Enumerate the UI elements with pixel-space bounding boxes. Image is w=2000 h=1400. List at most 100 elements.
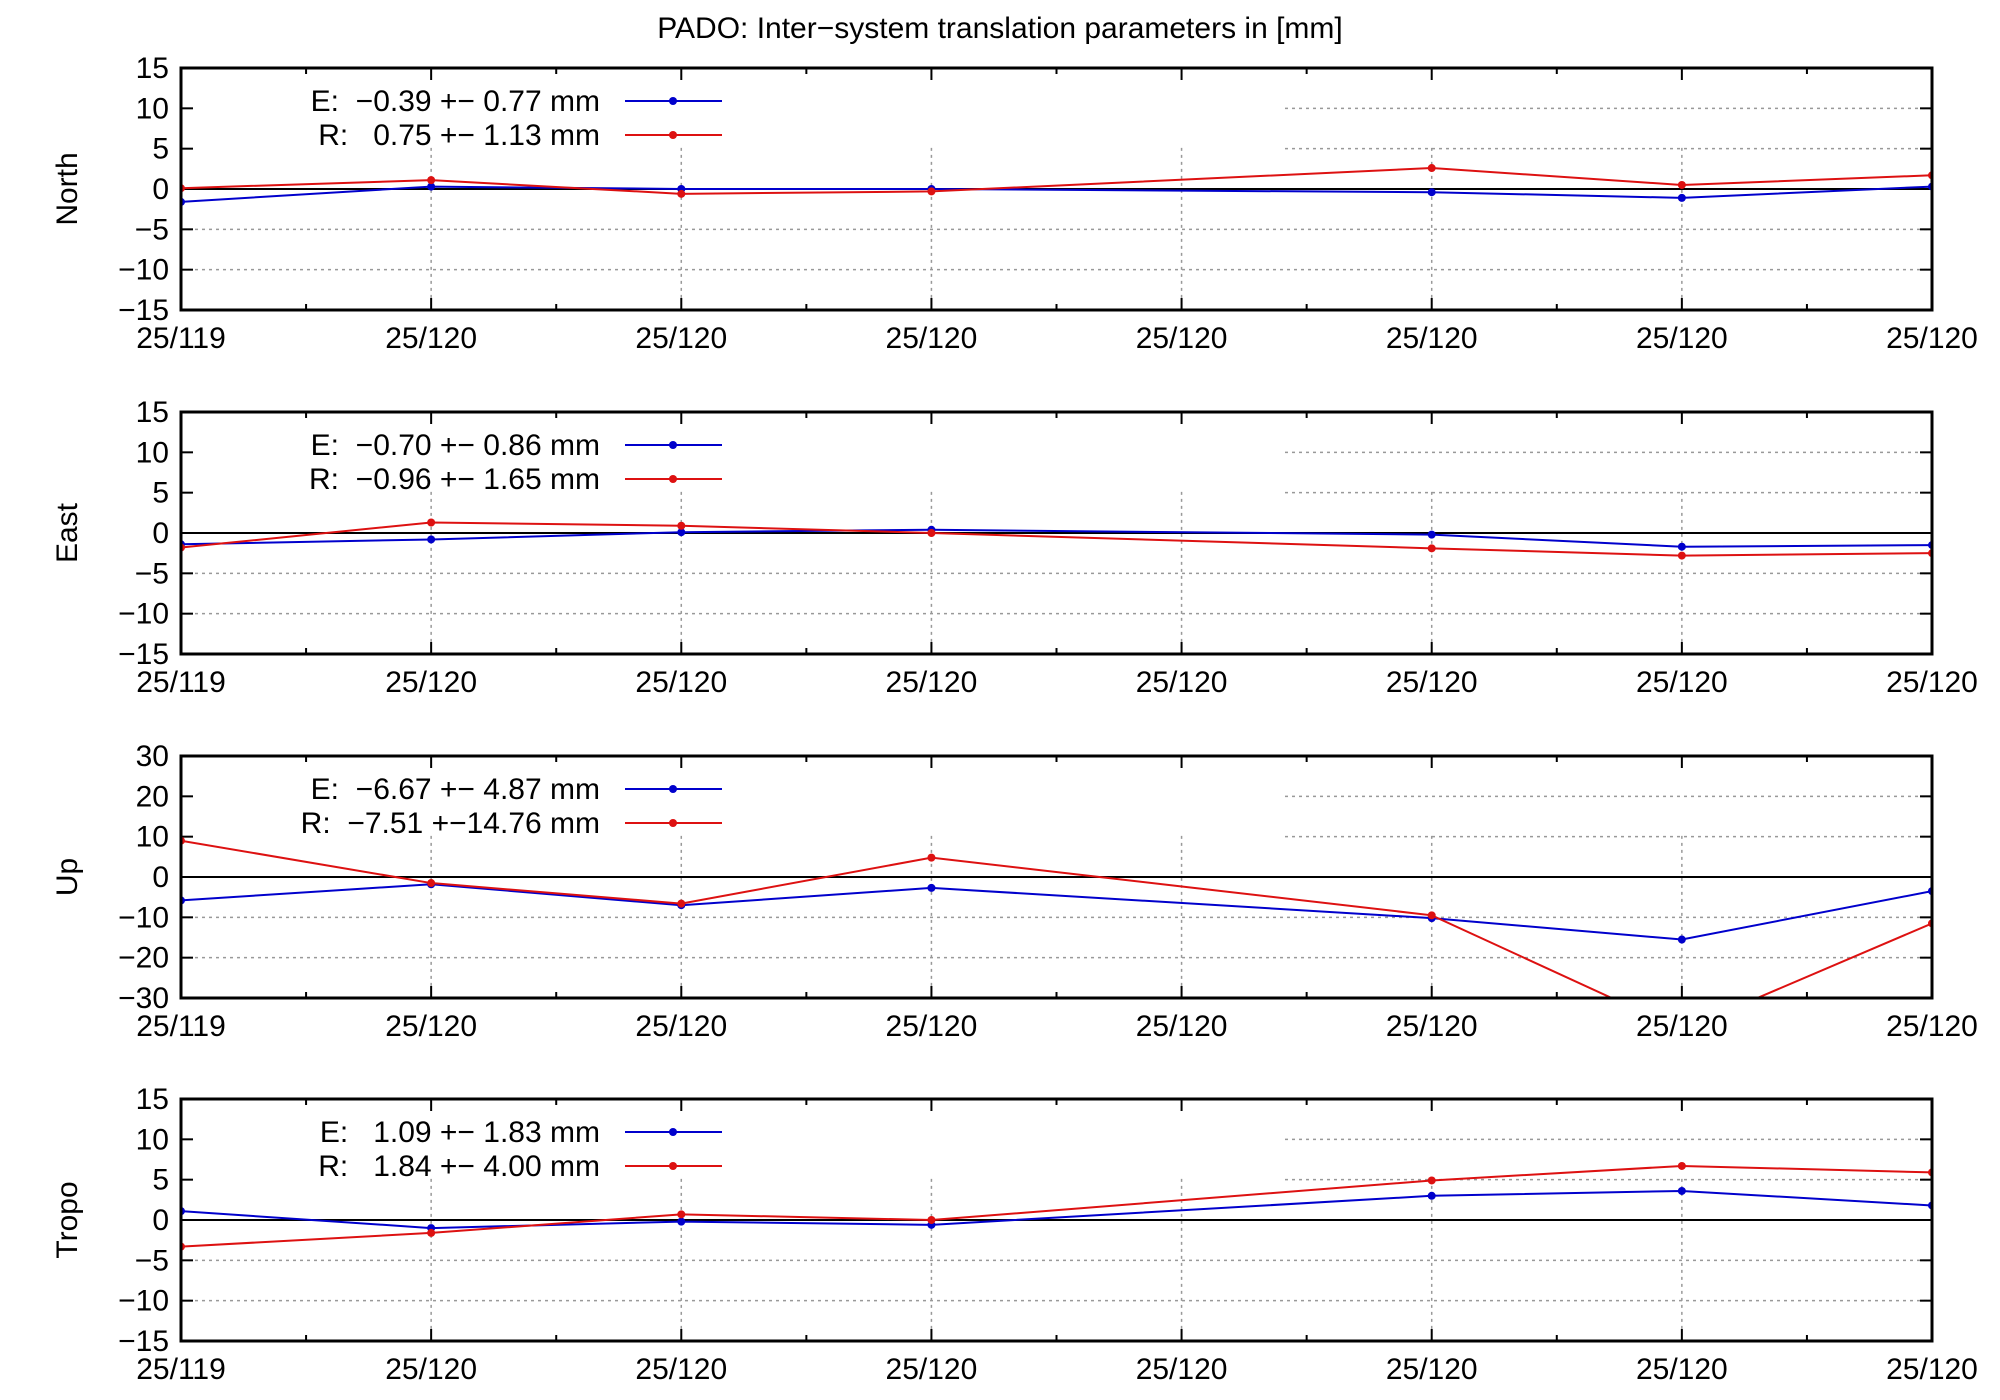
y-tick-label: −20	[118, 942, 169, 975]
series-r	[181, 836, 1932, 998]
series-r	[181, 164, 1932, 198]
series-line	[181, 883, 1932, 941]
plot-frame	[179, 1097, 1934, 1343]
y-tick-label: 15	[136, 396, 169, 429]
y-tick-label: −15	[118, 294, 169, 327]
x-tick-label: 25/120	[886, 1353, 978, 1386]
legend-label: E: 1.09 +− 1.83 mm	[320, 1116, 600, 1149]
data-point	[427, 518, 436, 527]
legend-label: E: −0.70 +− 0.86 mm	[311, 429, 600, 462]
x-tick-label: 25/120	[385, 666, 477, 699]
x-tick-label: 25/120	[635, 1010, 727, 1043]
y-tick-label: 0	[152, 1204, 169, 1237]
x-tick-label: 25/120	[385, 1010, 477, 1043]
data-point	[1427, 164, 1436, 173]
series-line	[181, 839, 1932, 998]
x-tick-label: 25/120	[1886, 1353, 1978, 1386]
data-point	[1677, 1186, 1686, 1195]
legend-label: R: 0.75 +− 1.13 mm	[318, 119, 600, 152]
y-axis-label: North	[51, 152, 84, 225]
series-e	[181, 880, 1932, 944]
x-tick-label: 25/120	[1886, 666, 1978, 699]
y-tick-label: 5	[152, 133, 169, 166]
y-tick-label: −15	[118, 638, 169, 671]
x-tick-label: 25/120	[635, 666, 727, 699]
x-tick-label: 25/120	[385, 1353, 477, 1386]
y-tick-label: −10	[118, 901, 169, 934]
data-point	[427, 176, 436, 185]
data-point	[1677, 193, 1686, 202]
x-tick-label: 25/119	[136, 1353, 226, 1386]
legend-label: R: −0.96 +− 1.65 mm	[309, 463, 600, 496]
data-point	[927, 1216, 936, 1224]
figure-title: PADO: Inter−system translation parameter…	[657, 12, 1343, 45]
y-tick-label: 5	[152, 1164, 169, 1197]
x-tick-label: 25/119	[136, 322, 226, 355]
x-tick-label: 25/120	[1886, 322, 1978, 355]
y-tick-label: −5	[135, 557, 169, 590]
y-tick-label: −10	[118, 1285, 169, 1318]
data-point	[427, 535, 436, 544]
x-tick-label: 25/120	[635, 322, 727, 355]
y-tick-label: 10	[136, 92, 169, 125]
data-point	[677, 1217, 686, 1226]
data-point	[677, 528, 686, 537]
plot-frame	[179, 754, 1934, 1000]
y-axis-label: Up	[51, 858, 84, 896]
x-tick-label: 25/120	[1136, 1010, 1228, 1043]
y-tick-label: −30	[118, 982, 169, 1015]
legend-marker	[669, 1128, 677, 1136]
y-tick-label: 30	[136, 740, 169, 773]
y-tick-label: 0	[152, 861, 169, 894]
x-tick-label: 25/120	[886, 1010, 978, 1043]
data-point	[677, 189, 686, 198]
series-e	[181, 525, 1932, 551]
y-axis-label: Tropo	[51, 1181, 84, 1258]
data-point	[677, 521, 686, 530]
y-tick-label: −5	[135, 213, 169, 246]
series-r	[181, 518, 1932, 560]
y-tick-label: 10	[136, 436, 169, 469]
data-point	[677, 899, 686, 908]
legend-marker	[669, 785, 677, 793]
x-tick-label: 25/119	[136, 666, 226, 699]
data-point	[1677, 180, 1686, 189]
data-point	[427, 879, 436, 888]
legend-label: R: 1.84 +− 4.00 mm	[318, 1150, 600, 1183]
y-tick-label: 0	[152, 173, 169, 206]
x-tick-label: 25/120	[1386, 1010, 1478, 1043]
data-point	[1677, 542, 1686, 551]
y-axis-label: East	[51, 502, 84, 563]
x-tick-label: 25/120	[1136, 322, 1228, 355]
y-tick-label: 10	[136, 821, 169, 854]
legend-marker	[669, 441, 677, 449]
y-tick-label: −10	[118, 254, 169, 287]
data-point	[427, 1228, 436, 1237]
series-r	[181, 1161, 1932, 1251]
x-tick-label: 25/120	[886, 666, 978, 699]
x-tick-label: 25/120	[635, 1353, 727, 1386]
x-tick-label: 25/120	[1636, 322, 1728, 355]
y-tick-label: 20	[136, 780, 169, 813]
x-tick-label: 25/120	[1386, 322, 1478, 355]
x-tick-label: 25/120	[1636, 1353, 1728, 1386]
y-tick-label: −10	[118, 598, 169, 631]
legend-marker	[669, 131, 677, 139]
data-point	[927, 853, 936, 862]
plot-frame	[179, 66, 1934, 312]
y-tick-label: 0	[152, 517, 169, 550]
x-tick-label: 25/120	[1636, 1010, 1728, 1043]
y-tick-label: 10	[136, 1123, 169, 1156]
y-tick-label: 5	[152, 477, 169, 510]
data-point	[1677, 551, 1686, 560]
data-point	[1427, 530, 1436, 539]
legend-label: R: −7.51 +−14.76 mm	[301, 807, 600, 840]
x-tick-label: 25/119	[136, 1010, 226, 1043]
legend-marker	[669, 1162, 677, 1170]
data-point	[1427, 1176, 1436, 1185]
x-tick-label: 25/120	[1136, 1353, 1228, 1386]
data-point	[1677, 935, 1686, 944]
